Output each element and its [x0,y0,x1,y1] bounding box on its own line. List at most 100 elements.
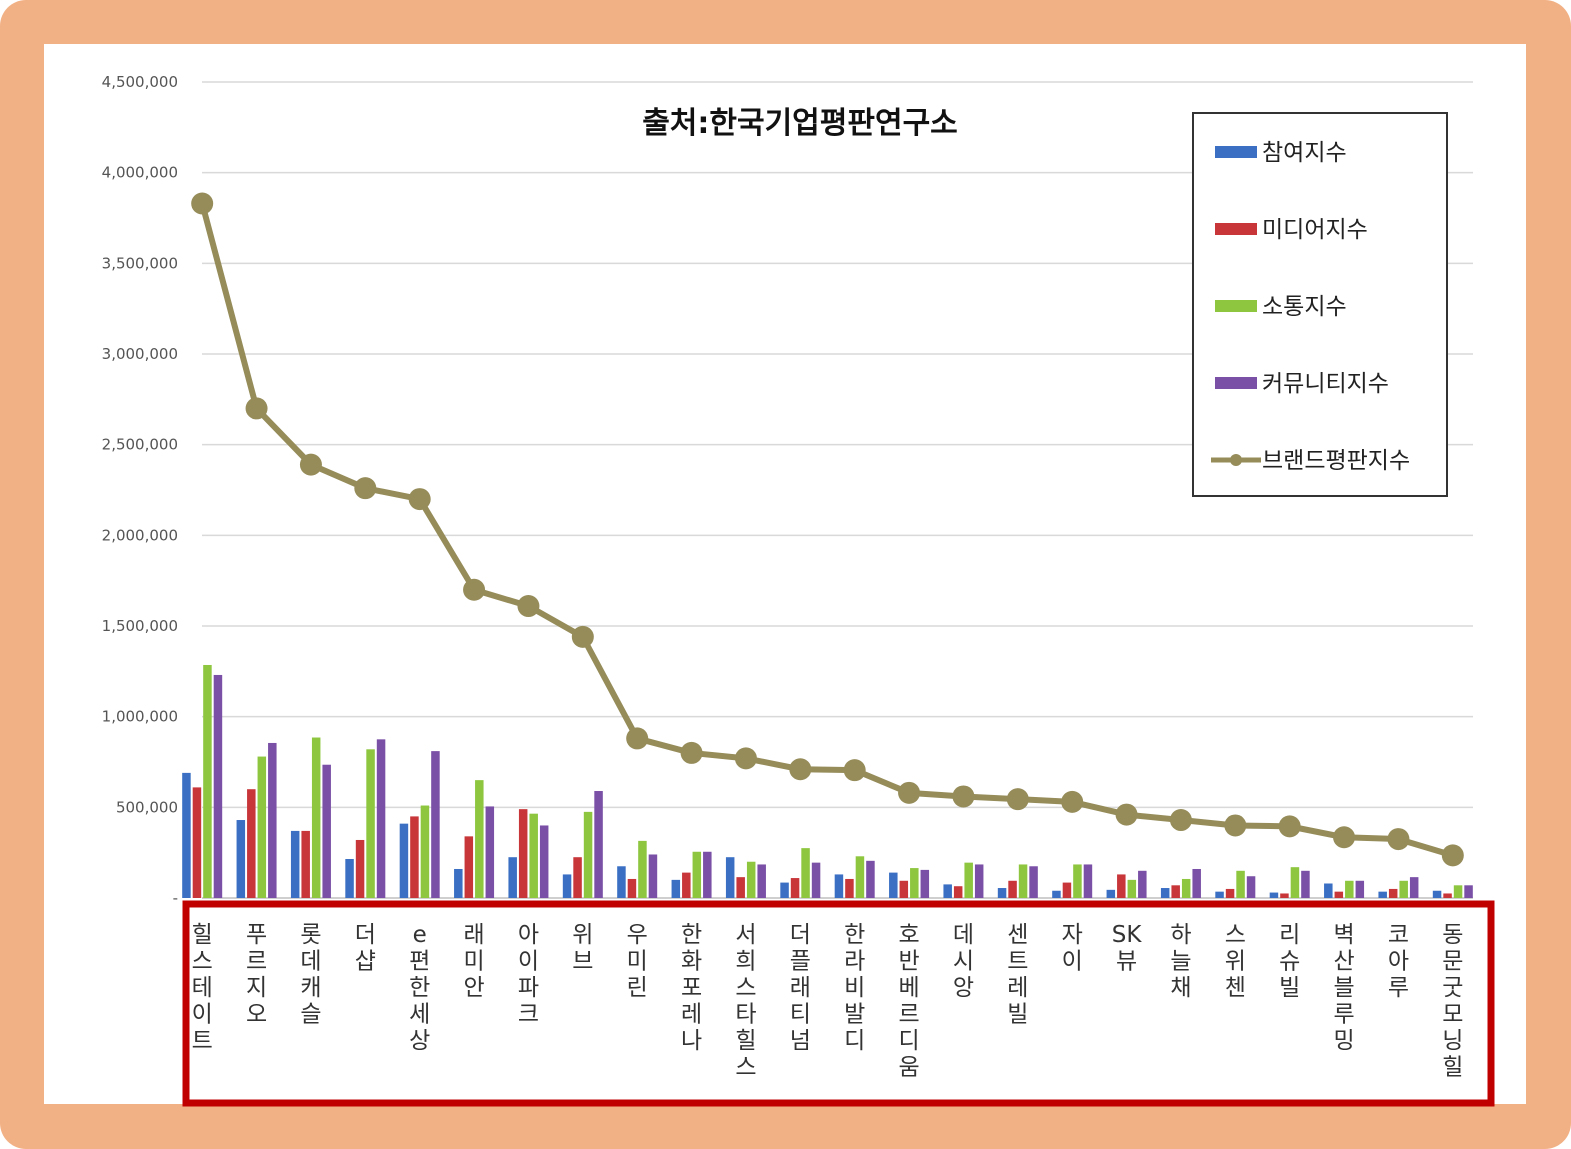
bar-참여지수-위브 [562,874,572,898]
bar-소통지수-데시앙 [964,862,973,898]
point-SK뷰 [1115,803,1138,826]
point-위브 [571,625,594,648]
bar-소통지수-동문굿모닝힐 [1453,885,1463,898]
bar-소통지수-우미린 [638,840,647,898]
point-벽산블루밍 [1333,826,1356,849]
point-코아루 [1387,828,1410,851]
bar-미디어지수-우미린 [627,878,637,898]
bar-소통지수-래미안 [475,780,484,898]
bar-미디어지수-롯데캐슬 [301,830,310,898]
bar-커뮤니티지수-서희스타힐스 [757,864,766,898]
chart-title: 출처:한국기업평판연구소 [642,106,958,141]
bar-미디어지수-호반베르디움 [899,880,909,898]
x-axis-labels: 힐 스 테 이 트 푸 르 지 오 롯 데 캐 슬 더 샵 e 편 한 세 상 래 미 안 아 이 파 크 위 브 우 미 린 한 화 포 레 나 서 희 스… [192,922,1464,1081]
bar-커뮤니티지수-위브 [594,791,603,898]
bar-미디어지수-위브 [573,857,582,898]
bar-소통지수-하늘채 [1181,878,1191,898]
bar-미디어지수-센트레빌 [1008,880,1017,898]
bar-참여지수-더샵 [345,859,354,898]
bar-소통지수-더플래티넘 [801,848,810,898]
bar-미디어지수-한라비발디 [845,878,854,898]
bar-참여지수-호반베르디움 [889,872,898,898]
bar-소통지수-아이파크 [529,813,538,898]
point-힐스테이트 [191,192,214,215]
bar-참여지수-한화포레나 [671,879,681,898]
bar-소통지수-리슈빌 [1290,867,1300,898]
point-롯데캐슬 [299,453,322,476]
legend-swatch [1215,223,1257,235]
bar-참여지수-더플래티넘 [780,882,789,898]
bar-미디어지수-래미안 [464,836,474,898]
bar-커뮤니티지수-푸르지오 [268,742,277,898]
bar-참여지수-래미안 [454,868,463,898]
bar-소통지수-벽산블루밍 [1345,880,1354,898]
bar-미디어지수-리슈빌 [1280,893,1289,898]
legend-marker [1230,454,1242,466]
bar-참여지수-스위첸 [1215,891,1224,898]
bar-커뮤니티지수-아이파크 [539,825,549,898]
bar-참여지수-하늘채 [1160,888,1170,898]
point-더플래티넘 [789,758,812,781]
bar-커뮤니티지수-하늘채 [1192,868,1201,898]
bar-참여지수-SK뷰 [1106,889,1116,898]
point-리슈빌 [1278,815,1301,838]
bar-커뮤니티지수-더플래티넘 [811,862,821,898]
bar-커뮤니티지수-한화포레나 [703,851,712,898]
legend-label: 커뮤니티지수 [1262,371,1389,397]
point-한라비발디 [843,759,866,782]
point-하늘채 [1169,809,1192,832]
legend-label: 참여지수 [1262,140,1347,166]
bar-참여지수-코아루 [1378,891,1387,898]
point-데시앙 [952,785,975,808]
y-tick-label: 3,500,000 [102,254,178,272]
bar-미디어지수-아이파크 [518,809,528,898]
bar-미디어지수-더플래티넘 [790,878,800,898]
bar-커뮤니티지수-힐스테이트 [213,674,223,898]
bar-커뮤니티지수-한라비발디 [866,860,875,898]
category-highlight-box [182,900,1495,1107]
y-tick-label: 2,500,000 [102,436,178,454]
bar-커뮤니티지수-롯데캐슬 [322,764,331,898]
bar-소통지수-센트레빌 [1018,864,1028,898]
bar-커뮤니티지수-e편한세상 [431,751,440,898]
bar-커뮤니티지수-자이 [1083,864,1093,898]
legend-swatch [1215,300,1257,312]
y-tick-label: 4,500,000 [102,73,178,91]
y-tick-label: 4,000,000 [102,164,178,182]
bar-미디어지수-벽산블루밍 [1334,891,1344,898]
bar-소통지수-e편한세상 [420,805,430,898]
point-더샵 [354,477,377,500]
bar-소통지수-호반베르디움 [910,868,919,898]
y-tick-label: 500,000 [116,798,178,816]
bar-참여지수-힐스테이트 [182,772,191,898]
y-tick-label: 1,500,000 [102,617,178,635]
bar-커뮤니티지수-호반베르디움 [920,869,930,898]
bar-미디어지수-하늘채 [1171,885,1180,898]
bar-참여지수-아이파크 [508,857,517,898]
bar-참여지수-자이 [1052,890,1061,898]
bar-커뮤니티지수-동문굿모닝힐 [1464,885,1473,898]
bar-참여지수-우미린 [617,866,626,898]
brand-index-line [191,192,1464,867]
bar-소통지수-서희스타힐스 [746,861,756,898]
bar-커뮤니티지수-우미린 [648,854,658,898]
point-우미린 [626,727,649,750]
point-스위첸 [1224,814,1247,837]
point-센트레빌 [1006,788,1029,811]
